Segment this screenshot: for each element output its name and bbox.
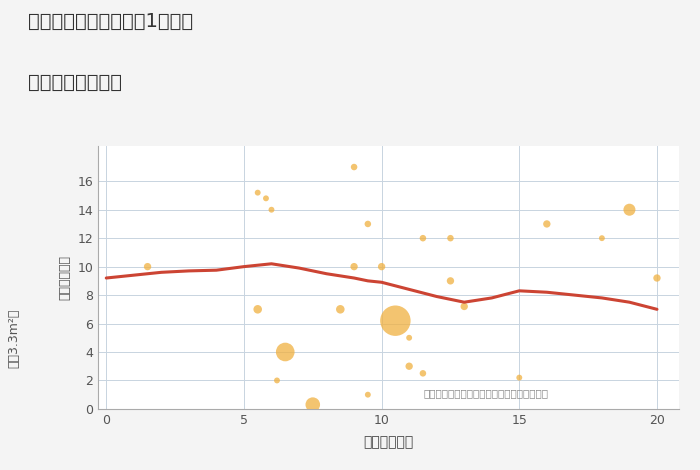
Text: 円の大きさは、取引のあった物件面積を示す: 円の大きさは、取引のあった物件面積を示す [424,388,548,399]
Point [142,263,153,270]
Point [652,274,663,282]
Point [624,206,635,213]
Point [362,220,373,227]
Point [307,401,318,408]
Point [390,317,401,324]
Text: 三重県名張市桔梗が丘1番町の: 三重県名張市桔梗が丘1番町の [28,12,193,31]
Point [458,303,470,310]
Point [541,220,552,227]
Point [335,306,346,313]
Point [404,362,415,370]
Point [417,235,428,242]
Point [260,195,272,202]
Point [596,235,608,242]
Point [362,391,373,399]
Point [417,369,428,377]
Point [252,306,263,313]
Text: 駅距離別土地価格: 駅距離別土地価格 [28,73,122,92]
Y-axis label: 単価（万円）: 単価（万円） [59,255,71,300]
X-axis label: 駅距離（分）: 駅距離（分） [363,435,414,449]
Point [445,277,456,285]
Point [279,348,290,356]
Point [514,374,525,381]
Point [445,235,456,242]
Point [376,263,387,270]
Point [349,163,360,171]
Point [272,376,283,384]
Point [266,206,277,213]
Point [349,263,360,270]
Point [404,334,415,342]
Text: 坪（3.3m²）: 坪（3.3m²） [8,309,20,368]
Point [252,189,263,196]
